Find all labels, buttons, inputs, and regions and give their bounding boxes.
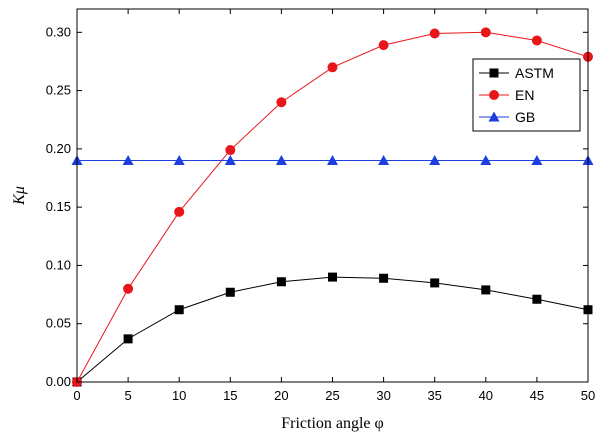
legend-item-astm: ASTM (479, 65, 554, 81)
data-point-astm (430, 278, 440, 288)
y-tick-label: 0.10 (46, 257, 71, 272)
series-layer (71, 27, 594, 387)
data-point-astm (532, 294, 542, 304)
x-tick-label: 45 (530, 388, 544, 403)
data-point-astm (328, 272, 337, 282)
data-point-gb (275, 155, 287, 166)
y-tick-label: 0.30 (46, 24, 71, 39)
series-line-astm (76, 276, 589, 383)
data-point-en (531, 35, 542, 46)
legend-label-astm: ASTM (515, 65, 554, 81)
y-tick-label: 0.20 (46, 141, 71, 156)
series-en (72, 27, 593, 387)
data-point-gb (327, 155, 338, 166)
data-point-en (276, 97, 287, 108)
x-axis-title: Friction angle φ (281, 415, 384, 432)
x-tick-label: 5 (124, 388, 131, 403)
x-tick-label: 30 (376, 388, 390, 403)
data-point-astm (379, 273, 389, 283)
ticks-layer: 0 5 10 15 20 25 30 35 40 45 50 0.00 0.05 0.10 0.15 0.20… (46, 9, 595, 403)
y-tick-label: 0.00 (46, 374, 71, 389)
data-point-gb (531, 155, 543, 166)
legend-marker-gb (488, 111, 500, 122)
legend-label-gb: GB (515, 109, 535, 125)
data-point-astm (174, 305, 184, 315)
data-point-gb (224, 155, 236, 166)
data-point-en (225, 145, 236, 156)
x-tick-label: 20 (274, 388, 288, 403)
data-point-gb (378, 155, 390, 166)
data-point-en (123, 283, 134, 294)
y-tick-label: 0.15 (46, 199, 71, 214)
data-point-astm (276, 277, 286, 287)
y-axis-title: Kμ (11, 186, 28, 206)
x-tick-label: 0 (73, 388, 80, 403)
x-tick-label: 50 (581, 388, 595, 403)
x-tick-label: 40 (479, 388, 493, 403)
x-tick-label: 15 (223, 388, 237, 403)
legend: ASTM EN GB (472, 58, 581, 132)
data-point-en (174, 206, 185, 217)
y-tick-label: 0.05 (46, 316, 71, 331)
series-gb (71, 155, 594, 166)
data-point-astm (481, 285, 491, 295)
data-point-astm (123, 334, 133, 344)
data-point-gb (122, 155, 134, 166)
data-point-en (480, 27, 491, 38)
data-point-gb (173, 155, 185, 166)
legend-marker-astm (489, 68, 499, 78)
data-point-astm (225, 287, 235, 297)
data-point-en (327, 62, 338, 73)
y-tick-label: 0.25 (46, 83, 71, 98)
data-point-en (429, 28, 440, 39)
series-astm (72, 272, 593, 387)
legend-label-en: EN (515, 87, 534, 103)
data-point-gb (480, 155, 492, 166)
x-tick-label: 10 (172, 388, 186, 403)
data-point-en (378, 40, 389, 51)
x-tick-label: 35 (427, 388, 441, 403)
x-tick-label: 25 (325, 388, 339, 403)
data-point-gb (429, 155, 441, 166)
legend-item-en: EN (479, 87, 534, 103)
legend-item-gb: GB (479, 109, 535, 125)
legend-marker-en (489, 90, 499, 100)
